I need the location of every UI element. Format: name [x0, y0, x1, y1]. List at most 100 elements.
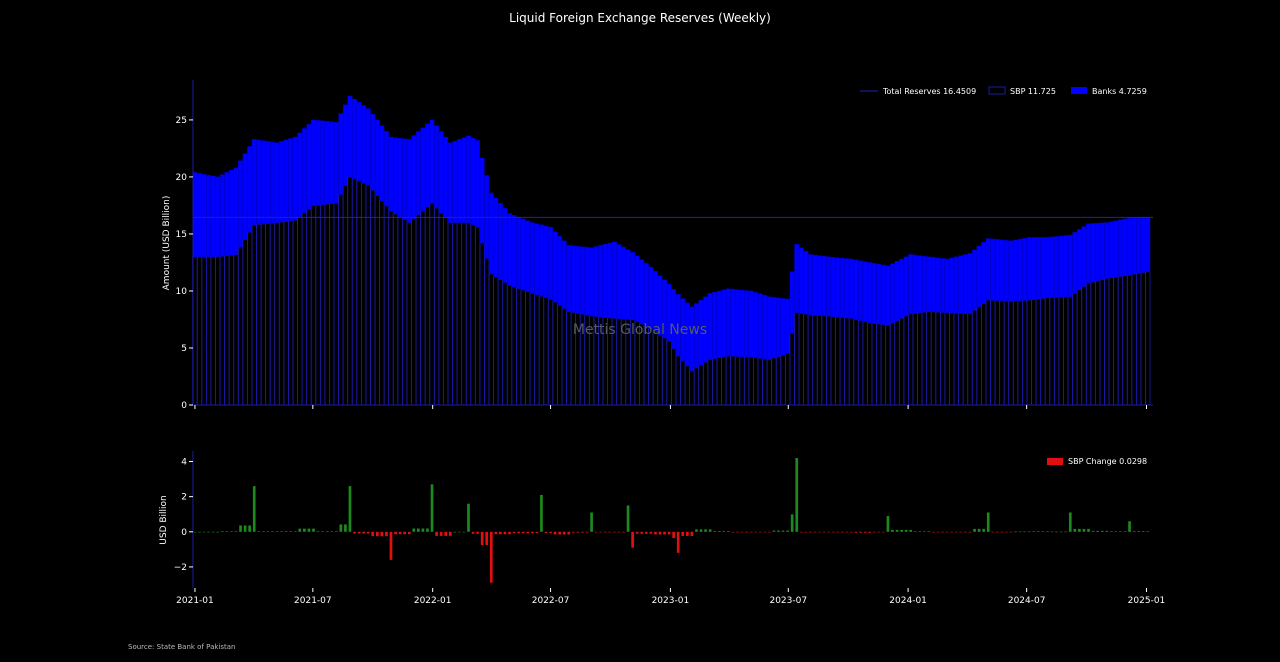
- sbp-bar: [547, 298, 554, 406]
- banks-bar: [1113, 220, 1119, 278]
- change-bar: [453, 531, 457, 533]
- banks-bar: [557, 236, 563, 306]
- banks-bar: [470, 137, 476, 226]
- change-bar: [1027, 531, 1031, 533]
- banks-bar: [520, 218, 526, 291]
- banks-bar: [447, 142, 453, 223]
- sbp-bar: [675, 355, 681, 406]
- legend-change: SBP Change 0.0298: [1068, 457, 1147, 466]
- change-bar: [316, 531, 320, 533]
- sbp-bar: [885, 324, 891, 406]
- change-bar: [1119, 531, 1122, 532]
- sbp-bar: [743, 356, 750, 406]
- banks-bar: [224, 172, 230, 256]
- change-bar: [280, 531, 283, 532]
- change-bar: [421, 528, 425, 532]
- sbp-bar: [657, 334, 663, 406]
- change-bar: [622, 531, 625, 533]
- watermark: Mettis Global News: [573, 322, 707, 338]
- banks-bar: [452, 140, 458, 223]
- sbp-bar: [680, 360, 686, 406]
- sbp-bar: [351, 178, 358, 406]
- change-bar: [344, 524, 347, 532]
- sbp-bar: [990, 299, 996, 406]
- change-bar: [717, 531, 721, 532]
- change-bar: [485, 531, 489, 545]
- sbp-bar: [1076, 289, 1083, 406]
- banks-bar: [539, 224, 544, 297]
- change-bar: [854, 531, 858, 533]
- change-bar: [777, 530, 780, 532]
- sbp-bar: [529, 292, 535, 406]
- sbp-bar: [374, 195, 380, 406]
- change-bar: [362, 531, 365, 534]
- banks-bar: [497, 202, 503, 280]
- sbp-bar: [1136, 272, 1142, 406]
- change-bar: [913, 531, 917, 532]
- sbp-bar: [894, 320, 900, 406]
- sbp-bar: [1067, 296, 1073, 406]
- sbp-bar: [671, 348, 677, 406]
- banks-bar: [238, 160, 243, 248]
- change-bar: [996, 531, 999, 533]
- sbp-bar: [898, 317, 905, 406]
- banks-bar: [776, 297, 781, 357]
- banks-bar: [529, 222, 535, 294]
- change-bar: [230, 531, 233, 532]
- change-bar: [198, 531, 201, 533]
- banks-bar: [306, 123, 312, 210]
- change-bars: [193, 458, 1150, 583]
- sbp-bar: [1081, 286, 1087, 406]
- banks-bar: [324, 121, 330, 205]
- change-bar: [330, 531, 334, 533]
- banks-bar: [753, 292, 759, 358]
- sbp-bar: [1049, 297, 1055, 406]
- banks-bar: [511, 215, 517, 288]
- sbp-bar: [205, 256, 212, 406]
- banks-bar: [639, 259, 645, 325]
- sbp-bar: [789, 332, 795, 406]
- banks-bar: [215, 176, 221, 257]
- banks-bar: [844, 258, 850, 319]
- change-bar: [553, 531, 557, 535]
- change-bar: [599, 531, 603, 533]
- banks-bar: [835, 257, 841, 318]
- banks-bar: [197, 173, 202, 257]
- sbp-bar: [734, 356, 741, 406]
- sbp-bar: [329, 203, 335, 406]
- change-bar: [444, 531, 448, 536]
- sbp-bar: [506, 284, 513, 406]
- change-bar: [375, 531, 379, 537]
- change-bar: [357, 531, 361, 534]
- sbp-bar: [935, 311, 941, 406]
- change-bar: [403, 531, 407, 535]
- banks-bar: [434, 125, 440, 209]
- x-tick-label: 2021-07: [294, 596, 332, 606]
- sbp-bar: [908, 313, 914, 406]
- banks-bar: [589, 247, 595, 317]
- sbp-bar: [292, 219, 298, 406]
- change-bar: [216, 531, 220, 533]
- banks-bar: [570, 245, 576, 313]
- banks-bar: [1086, 223, 1091, 284]
- change-bar: [859, 531, 862, 533]
- sbp-bar: [479, 242, 485, 406]
- change-bar: [790, 514, 794, 532]
- banks-bar: [611, 241, 617, 319]
- change-bar: [813, 531, 817, 533]
- change-bar: [1055, 531, 1058, 533]
- sbp-bar: [962, 313, 969, 406]
- y-tick-label: 25: [176, 116, 187, 126]
- sbp-bar: [953, 312, 959, 406]
- change-bar: [567, 531, 571, 535]
- banks-bar: [329, 121, 335, 204]
- sbp-bar: [702, 361, 709, 406]
- banks-bar: [643, 263, 649, 327]
- sbp-bar: [301, 212, 308, 406]
- sbp-bar: [839, 317, 845, 406]
- change-bar: [781, 530, 785, 532]
- sbp-bar: [484, 257, 490, 406]
- change-bar: [220, 531, 224, 532]
- change-bar: [252, 486, 256, 532]
- banks-bar: [1140, 217, 1146, 273]
